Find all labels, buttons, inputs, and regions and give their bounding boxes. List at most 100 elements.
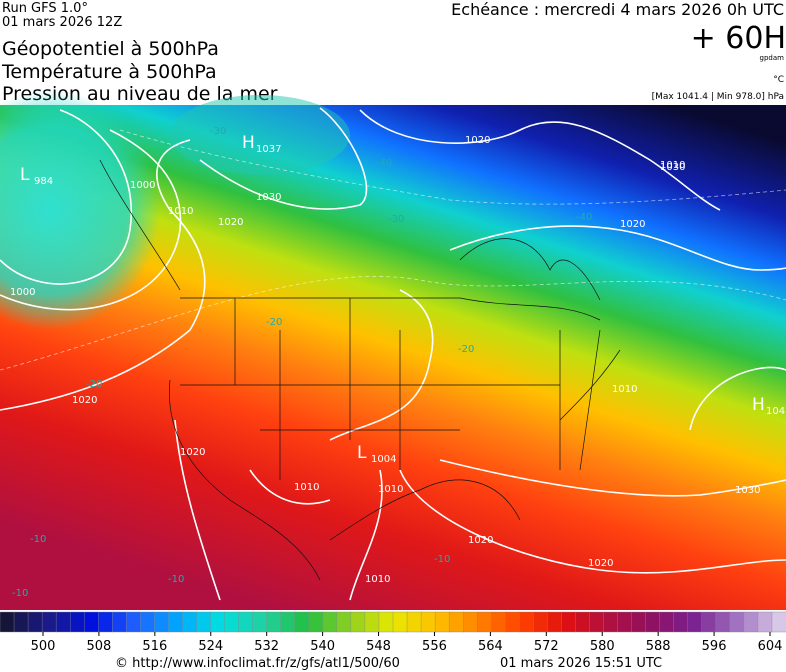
color-swatch	[126, 611, 142, 633]
color-swatch	[645, 611, 661, 633]
color-swatch	[41, 611, 57, 633]
title: Géopotentiel à 500hPa	[2, 38, 219, 60]
lead-time: + 60H	[691, 21, 786, 56]
isobar-label: 1030	[735, 485, 760, 496]
tick-label: 508	[87, 639, 112, 654]
color-swatch	[308, 611, 324, 633]
colorbar: 500 508 516 524 532 540 548 556 564 572 580 588 596 6…	[0, 611, 786, 654]
isobar-label: 1000	[10, 287, 35, 298]
isobar-label: 1010	[168, 206, 193, 217]
color-swatch	[575, 611, 591, 633]
tick-label: 572	[534, 639, 559, 654]
tick-label: 580	[590, 639, 615, 654]
isotherm-label: -20	[86, 379, 102, 390]
run: Run GFS 1.0°	[2, 1, 88, 16]
color-swatch	[280, 611, 296, 633]
color-swatch	[55, 611, 71, 633]
color-swatch	[448, 611, 464, 633]
tick-label: 500	[31, 639, 56, 654]
tick-label: 532	[254, 639, 279, 654]
valid-time: Echéance : mercredi 4 mars 2026 0h UTC	[451, 0, 784, 19]
title: Température à 500hPa	[1, 61, 217, 83]
color-swatch	[98, 611, 113, 633]
color-swatch	[336, 611, 352, 633]
tick-label: 516	[142, 639, 167, 654]
isobar-label: 1000	[130, 180, 155, 191]
color-swatch	[687, 611, 703, 633]
color-swatch	[729, 611, 745, 633]
color-swatch	[434, 611, 450, 633]
color-swatch	[519, 611, 535, 633]
color-swatch	[561, 611, 577, 633]
isobar-label: 1020	[465, 135, 490, 146]
color-swatch	[392, 611, 408, 633]
isotherm-label: -30	[210, 126, 226, 137]
isobar-label: 1030	[256, 192, 281, 203]
color-swatch	[462, 611, 478, 633]
center-value: 984	[34, 176, 53, 187]
isotherm-label: -20	[266, 317, 282, 328]
center-value: 1004	[371, 454, 396, 465]
tick-label: 548	[366, 639, 391, 654]
color-swatch	[210, 611, 226, 633]
color-swatch	[547, 611, 563, 633]
isobar-label: 1020	[468, 535, 493, 546]
center-letter: H	[752, 395, 765, 415]
unit: gpdam	[760, 54, 785, 62]
color-swatch	[533, 611, 549, 633]
center-value: 104	[766, 406, 785, 417]
color-swatch	[477, 611, 492, 633]
color-swatch	[505, 611, 521, 633]
generated-time: 01 mars 2026 15:51 UTC	[500, 656, 662, 671]
isobar-label: 1010	[378, 484, 403, 495]
color-swatch	[350, 611, 366, 633]
color-swatch	[182, 611, 198, 633]
tick-label: 524	[198, 639, 223, 654]
color-swatch	[294, 611, 310, 633]
map	[0, 90, 786, 610]
isotherm-label: -10	[30, 534, 46, 545]
isotherm-label: -40	[576, 212, 592, 223]
color-swatch	[631, 611, 647, 633]
isobar-label: 1010	[660, 160, 685, 171]
tick-label: 596	[702, 639, 727, 654]
color-swatch	[13, 611, 29, 633]
color-swatch	[168, 611, 184, 633]
color-swatch	[196, 611, 212, 633]
unit: °C	[773, 75, 784, 85]
center-value: 1037	[256, 144, 281, 155]
color-swatch	[701, 611, 717, 633]
color-swatch	[491, 611, 506, 633]
color-swatch	[0, 611, 15, 633]
tick-label: 556	[422, 639, 447, 654]
color-swatch	[112, 611, 128, 633]
isobar-label: 1010	[294, 482, 319, 493]
color-swatch	[743, 611, 759, 633]
color-swatch	[378, 611, 394, 633]
isotherm-label: -20	[458, 344, 474, 355]
center-letter: L	[357, 443, 367, 463]
color-swatch	[238, 611, 254, 633]
color-swatch	[224, 611, 240, 633]
isotherm-label: -40	[376, 158, 392, 169]
color-swatch	[69, 611, 85, 633]
tick-label: 540	[310, 639, 335, 654]
center-letter: L	[20, 165, 30, 185]
isobar-label: 1010	[365, 574, 390, 585]
isobar-label: 1020	[180, 447, 205, 458]
color-swatch	[617, 611, 633, 633]
isobar-label: 1020	[72, 395, 97, 406]
color-swatch	[589, 611, 605, 633]
color-swatch	[603, 611, 619, 633]
isotherm-label: -30	[388, 214, 404, 225]
isotherm-label: -10	[12, 588, 28, 599]
color-swatch	[771, 611, 786, 633]
run-date: 01 mars 2026 12Z	[2, 15, 122, 30]
color-swatch	[266, 611, 282, 633]
color-swatch	[406, 611, 422, 633]
isobar-label: 1010	[612, 384, 637, 395]
color-swatch	[140, 611, 156, 633]
color-swatch	[84, 611, 99, 633]
color-swatch	[27, 611, 43, 633]
